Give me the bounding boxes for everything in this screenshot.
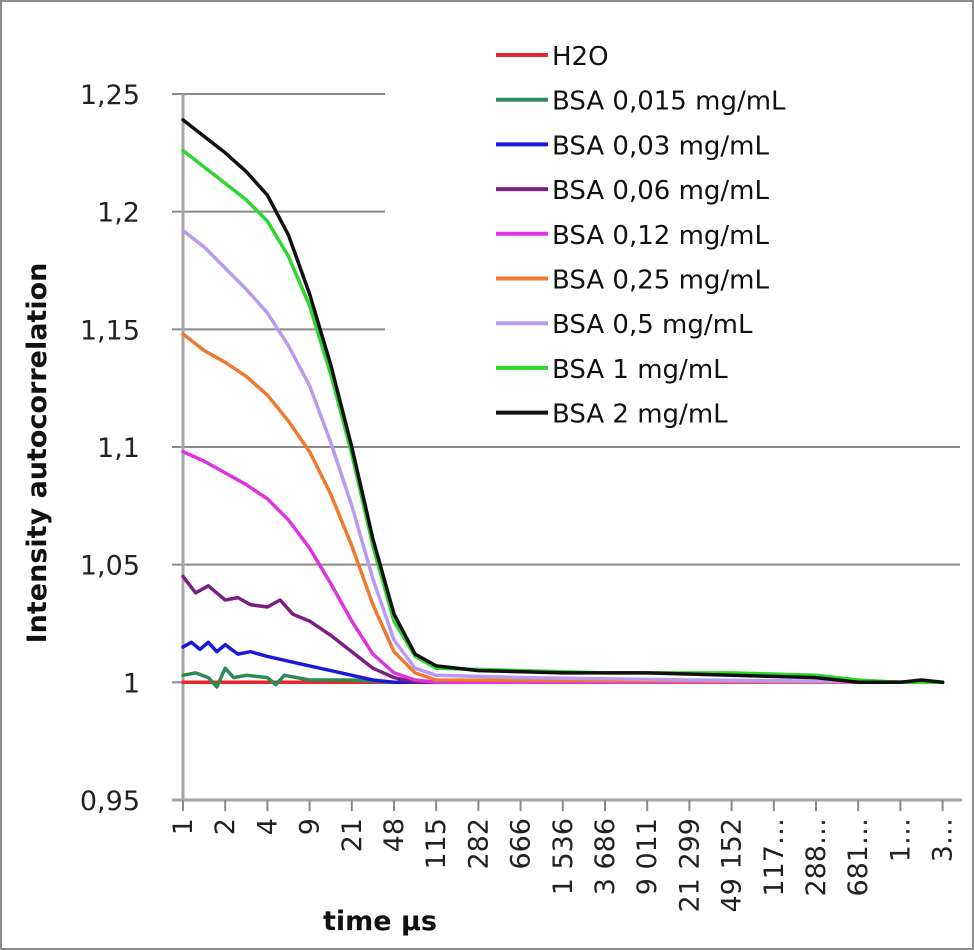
x-tick-label: 1 536 [548,818,579,895]
x-tick-label: 48 [379,818,410,852]
series-line-7 [181,148,945,685]
x-tick-label: 117… [759,818,790,897]
y-tick-label: 1,05 [80,551,140,582]
y-tick-label: 1,2 [97,198,140,229]
x-tick-label: 282 [463,818,494,870]
x-axis-title: time µs [323,906,437,937]
series-lines [181,118,945,689]
x-tick-label: 4 [252,818,283,835]
legend-label: BSA 0,015 mg/mL [552,87,786,117]
x-tick-label: 115 [421,818,452,870]
series-line-4 [181,449,945,685]
y-axis-title: Intensity autocorrelation [22,263,53,644]
x-tick-label: 3… [928,818,959,862]
legend-label: BSA 0,03 mg/mL [552,131,769,161]
x-tick-labels: 1 2 4 9 21 48 115 282 666 1 536 3 686 9 011 21 299 49… [168,800,959,912]
x-tick-label: 21 299 [674,818,705,912]
y-tick-label: 1,15 [80,315,140,346]
legend: H2O BSA 0,015 mg/mL BSA 0,03 mg/mL BSA 0,06… [496,42,786,430]
x-tick-label: 681… [843,818,874,897]
x-tick-label: 9 011 [632,818,663,895]
x-tick-label: 49 152 [717,818,748,912]
x-tick-label: 21 [337,818,368,852]
legend-label: BSA 0,06 mg/mL [552,176,769,206]
x-tick-label: 666 [506,818,537,870]
series-line-5 [181,332,945,685]
y-tick-label: 0,95 [80,786,140,817]
y-tick-label: 1,25 [80,80,140,111]
legend-label: BSA 0,25 mg/mL [552,266,769,296]
legend-label: BSA 0,12 mg/mL [552,221,769,251]
series-line-3 [181,574,945,685]
legend-label: BSA 0,5 mg/mL [552,310,753,340]
y-tick-labels: 1,25 1,2 1,15 1,1 1,05 1 0,95 [80,80,140,817]
series-line-6 [181,228,945,685]
x-tick-label: 1… [885,818,916,862]
y-tick-label: 1 [123,668,140,699]
x-tick-label: 9 [295,818,326,835]
y-tick-label: 1,1 [97,433,140,464]
legend-label: BSA 2 mg/mL [552,400,728,430]
series-line-2 [181,640,945,685]
series-line-1 [181,666,945,689]
x-tick-label: 288… [801,818,832,897]
series-line-8 [181,118,945,685]
legend-label: BSA 1 mg/mL [552,355,728,385]
x-tick-label: 3 686 [590,818,621,895]
x-tick-label: 1 [168,818,199,835]
x-tick-label: 2 [210,818,241,835]
legend-label: H2O [552,42,609,72]
